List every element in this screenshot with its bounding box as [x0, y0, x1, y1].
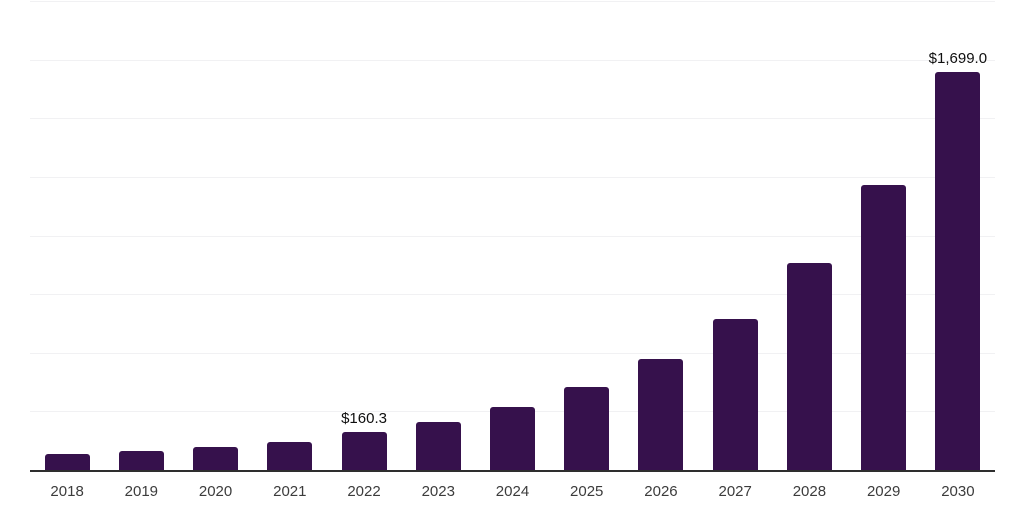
gridline-750 — [30, 294, 995, 296]
bar-2023 — [415, 421, 461, 470]
x-tick-label-2030: 2030 — [941, 483, 975, 500]
gridline-2000 — [30, 1, 995, 2]
gridline-1000 — [30, 235, 995, 237]
x-tick-label-2026: 2026 — [644, 483, 678, 500]
x-tick-label-2028: 2028 — [792, 483, 827, 500]
bar-2020 — [193, 446, 239, 470]
bar-2019 — [118, 451, 164, 470]
bar-2021 — [267, 441, 313, 470]
bar-value-label-2030: $1,699.0 — [928, 49, 988, 67]
x-tick-label-2027: 2027 — [718, 483, 752, 500]
bar-2029 — [861, 184, 907, 470]
gridline-1500 — [30, 118, 995, 120]
x-tick-label-2018: 2018 — [50, 483, 84, 500]
bar-2022 — [341, 432, 387, 470]
bar-2028 — [786, 263, 832, 470]
plot-area: $160.3 $1,699.0 — [30, 1, 995, 472]
gridline-500 — [30, 352, 995, 354]
x-tick-label-2024: 2024 — [495, 483, 530, 500]
x-tick-label-2021: 2021 — [273, 483, 307, 500]
bar-2024 — [490, 407, 535, 470]
bar-2027 — [712, 318, 758, 470]
bar-2018 — [44, 454, 90, 470]
bar-2025 — [564, 386, 610, 470]
x-axis: 2018 2019 2020 2021 2022 2023 2024 2025 2026 2027… — [30, 483, 995, 505]
x-tick-label-2025: 2025 — [570, 483, 604, 500]
gridline-1750 — [30, 59, 995, 61]
gridline-1250 — [30, 176, 995, 178]
x-tick-label-2022: 2022 — [347, 483, 381, 500]
x-tick-label-2019: 2019 — [124, 483, 159, 500]
bar-2030 — [935, 71, 981, 470]
bar-2026 — [638, 359, 684, 470]
x-tick-label-2020: 2020 — [198, 483, 233, 500]
bar-value-label-2022: $160.3 — [341, 410, 387, 428]
x-tick-label-2029: 2029 — [866, 483, 901, 500]
x-tick-label-2023: 2023 — [421, 483, 455, 500]
